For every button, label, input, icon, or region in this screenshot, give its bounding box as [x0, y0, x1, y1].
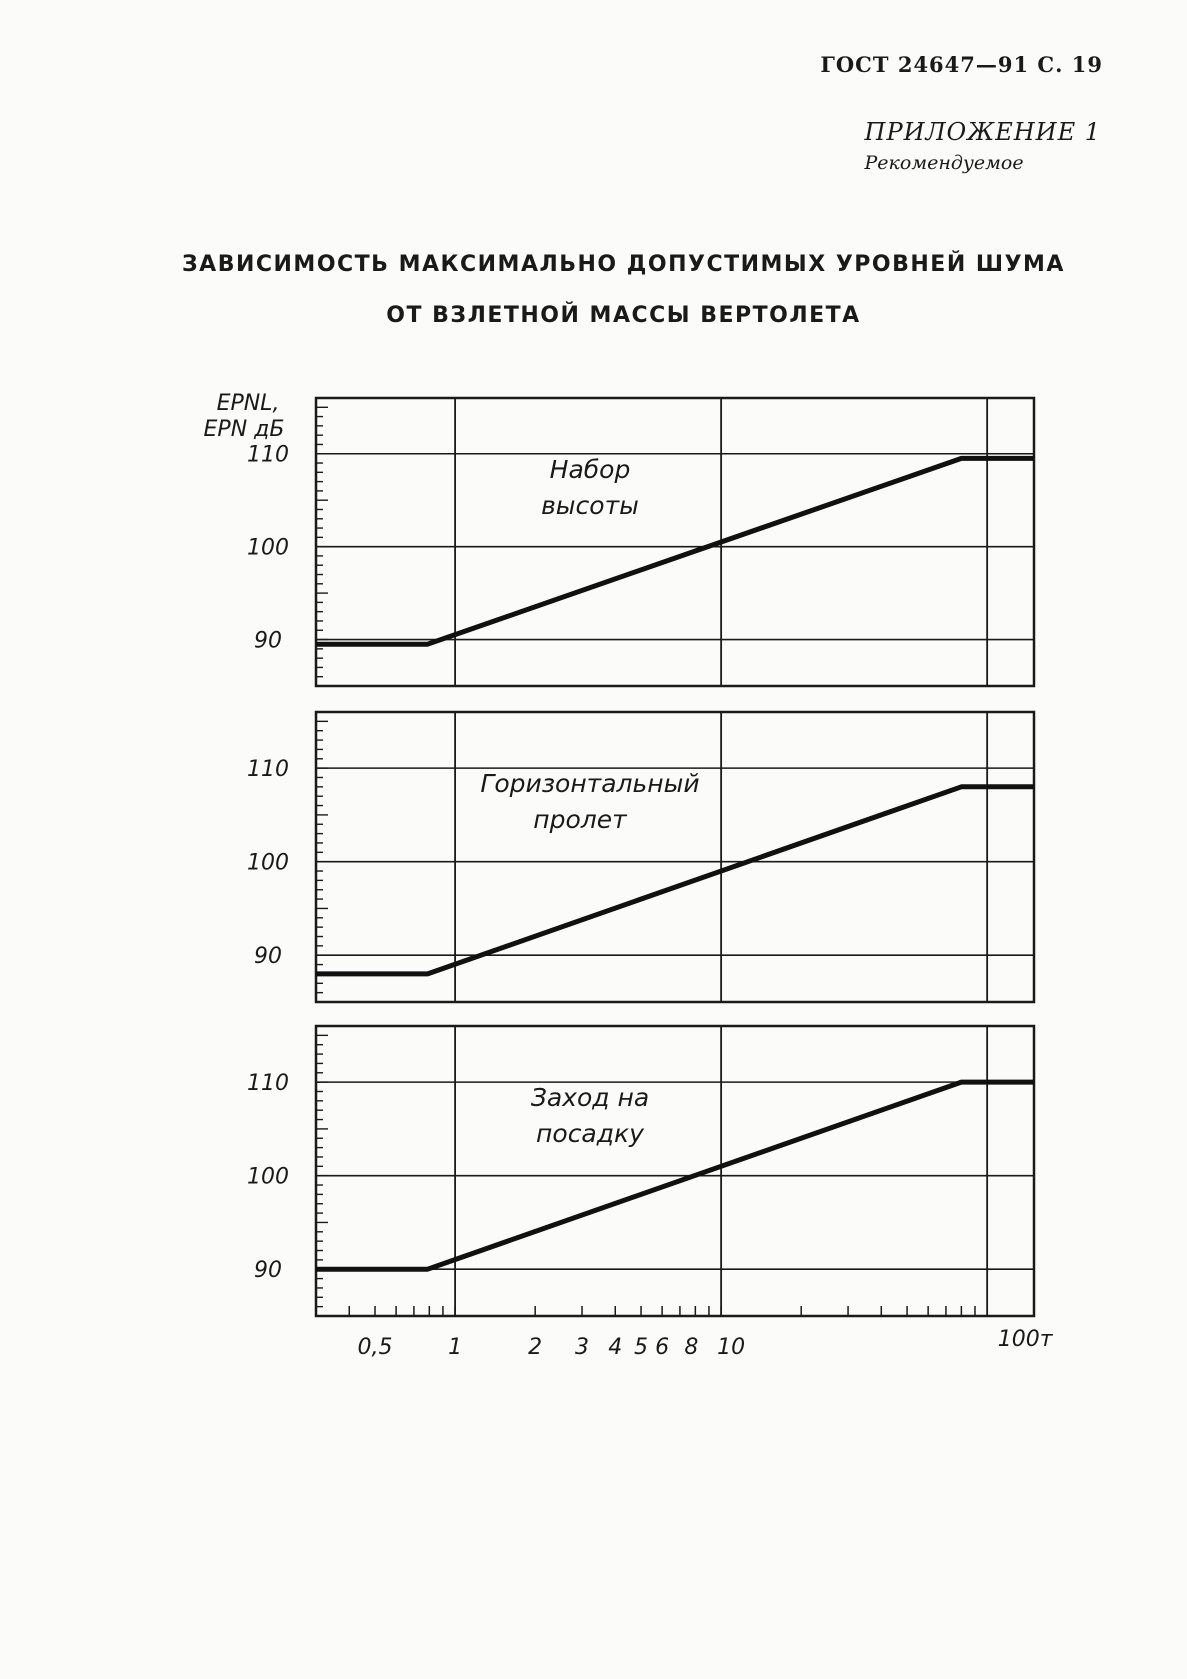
y-tick-label: 110	[247, 443, 289, 468]
y-tick-label: 90	[254, 944, 282, 969]
series-line	[316, 1079, 1034, 1272]
x-tick-label: 5	[634, 1335, 648, 1360]
appendix-label: ПРИЛОЖЕНИЕ 1	[864, 118, 1101, 146]
y-tick-label: 90	[254, 1258, 282, 1283]
appendix-status: Рекомендуемое	[864, 152, 1024, 174]
y-tick-label: 110	[247, 757, 289, 782]
x-tick-label: 2	[528, 1335, 542, 1360]
panel-frame	[314, 1024, 1036, 1318]
panel-frame	[314, 710, 1036, 1004]
x-tick-label: 8	[684, 1335, 698, 1360]
panel-frame	[314, 396, 1036, 688]
figure-title-line2: ОТ ВЗЛЕТНОЙ МАССЫ ВЕРТОЛЕТА	[386, 303, 861, 328]
y-tick-label: 90	[254, 629, 282, 654]
panel-annotation: пролет	[533, 805, 628, 834]
panel-annotation: Набор	[550, 455, 631, 484]
panel-annotation: высоты	[541, 491, 639, 520]
document-reference: ГОСТ 24647—91 С. 19	[820, 52, 1103, 77]
x-tick-label: 10	[717, 1335, 745, 1360]
x-tick-label: 3	[575, 1335, 589, 1360]
panel-annotation: Горизонтальный	[480, 769, 699, 798]
x-tick-label: 6	[655, 1335, 669, 1360]
figure-title-line1: ЗАВИСИМОСТЬ МАКСИМАЛЬНО ДОПУСТИМЫХ УРОВН…	[182, 252, 1065, 277]
y-axis-label-line1: EPNL,	[217, 391, 280, 416]
appendix-block: ПРИЛОЖЕНИЕ 1 Рекомендуемое	[865, 118, 1101, 174]
panel-annotation: Заход на	[531, 1083, 649, 1112]
series-line	[316, 455, 1034, 647]
series-line	[316, 784, 1034, 977]
y-tick-label: 110	[247, 1071, 289, 1096]
y-axis-label-line2: EPN дБ	[204, 417, 285, 442]
panel-annotation: посадку	[536, 1119, 645, 1148]
y-tick-label: 100	[247, 1165, 289, 1190]
x-tick-label: 0,5	[358, 1335, 393, 1360]
y-tick-label: 100	[247, 536, 289, 561]
x-tick-label: 4	[608, 1335, 622, 1360]
x-tick-label: 100т	[998, 1327, 1054, 1352]
y-tick-label: 100	[247, 851, 289, 876]
x-tick-label: 1	[448, 1335, 462, 1360]
